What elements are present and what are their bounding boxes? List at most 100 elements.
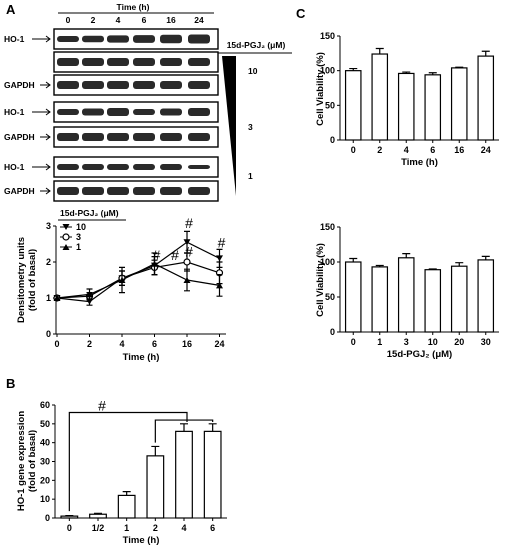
blot-time-point: 2 [91, 15, 96, 25]
chart-ho1-gene-expression: 0 10 20 30 40 50 60 0 1/2 1 2 4 6 Time (h) HO-1 gene e… [16, 398, 227, 546]
blot-dose-label: 3 [248, 122, 253, 132]
blot-band [160, 187, 182, 195]
x-tick-label: 16 [182, 339, 192, 349]
blot-band [160, 58, 182, 66]
y-tick-label: 30 [40, 457, 50, 467]
bar [117, 494, 136, 519]
arrow-icon [40, 187, 51, 195]
y-tick-label: 20 [40, 475, 50, 485]
blot-row-label: GAPDH [4, 186, 35, 196]
y-axis-title: (fold of basal) [27, 430, 38, 492]
blot-band [107, 81, 129, 89]
bar [450, 265, 468, 333]
triangle-up-marker [151, 260, 158, 267]
x-tick-label: 4 [119, 339, 124, 349]
x-axis-title: 15d-PGJ₂ (μM) [387, 349, 452, 360]
error-bar [94, 512, 102, 515]
x-tick-label: 16 [454, 145, 464, 155]
blot-band [107, 108, 129, 116]
y-tick-label: 2 [46, 257, 51, 267]
y-tick-label: 3 [46, 221, 51, 231]
x-tick-label: 6 [210, 523, 215, 533]
bar [424, 74, 442, 141]
significance-bracket [154, 419, 214, 443]
blot-band [82, 133, 104, 141]
blot-band [160, 133, 182, 141]
error-bar [180, 423, 188, 432]
error-bar [402, 253, 411, 258]
blot-band [57, 36, 79, 42]
x-tick-label: 2 [87, 339, 92, 349]
arrow-icon [32, 108, 51, 116]
y-axis-title: (fold of basal) [27, 249, 38, 311]
legend-entry: 3 [76, 232, 81, 242]
triangle-up-marker [53, 295, 61, 301]
bar [146, 455, 165, 519]
error-bar [122, 491, 131, 496]
x-tick-label: 3 [404, 337, 409, 347]
x-tick-label: 0 [67, 523, 72, 533]
significance-mark: # [218, 235, 226, 251]
error-bar [428, 268, 437, 270]
x-tick-label: 1/2 [92, 523, 105, 533]
blot-band [188, 108, 210, 116]
y-tick-label: 50 [325, 292, 335, 302]
circle-marker [62, 233, 70, 241]
blot-band [82, 58, 104, 66]
error-bar [455, 262, 464, 267]
blot-band [57, 109, 79, 115]
blot-band [188, 133, 210, 141]
bar [477, 259, 495, 333]
blot-band [57, 58, 79, 66]
blot-band [160, 34, 182, 44]
y-axis-title: Cell Viability (%) [315, 52, 326, 126]
legend-entry: 1 [76, 242, 81, 252]
panel-a-letter: A [6, 2, 16, 17]
y-axis-title: HO-1 gene expression [16, 411, 27, 512]
significance-bracket [68, 411, 188, 512]
bar [175, 430, 193, 519]
bar [371, 266, 389, 333]
x-tick-label: 24 [214, 339, 224, 349]
blot-band [188, 165, 210, 169]
bar [450, 67, 468, 141]
blot-band [160, 81, 182, 89]
x-tick-label: 4 [181, 523, 186, 533]
blot-time-point: 24 [194, 15, 204, 25]
triangle-up-marker [118, 277, 126, 283]
blot-band [82, 187, 104, 195]
x-tick-label: 0 [351, 337, 356, 347]
y-tick-label: 40 [40, 438, 50, 448]
blot-treatment-label: 15d-PGJ₂ (μM) [227, 40, 286, 50]
error-bar [428, 72, 437, 75]
x-tick-label: 0 [351, 145, 356, 155]
bar [371, 53, 389, 141]
triangle-up-marker [62, 244, 70, 250]
blot-band [82, 81, 104, 89]
blot-time-point: 16 [166, 15, 176, 25]
significance-mark: # [185, 244, 193, 260]
error-bar [481, 255, 490, 260]
y-tick-label: 0 [330, 135, 335, 145]
bar [344, 261, 362, 333]
error-bar [375, 264, 384, 267]
blot-band [188, 187, 210, 195]
bar [344, 70, 362, 141]
significance-mark: # [171, 247, 179, 263]
blot-band [133, 109, 155, 115]
x-tick-label: 0 [54, 339, 59, 349]
x-tick-label: 1 [377, 337, 382, 347]
blot-band [107, 58, 129, 66]
blot-band [82, 35, 104, 43]
blot-dose-label: 10 [248, 66, 258, 76]
arrow-icon [40, 81, 51, 89]
blot-band [107, 187, 129, 195]
bar [60, 515, 79, 519]
error-bar [481, 50, 490, 57]
y-tick-label: 100 [320, 66, 335, 76]
blot-band [57, 133, 79, 141]
bar [397, 257, 415, 333]
blot-band [160, 164, 182, 170]
